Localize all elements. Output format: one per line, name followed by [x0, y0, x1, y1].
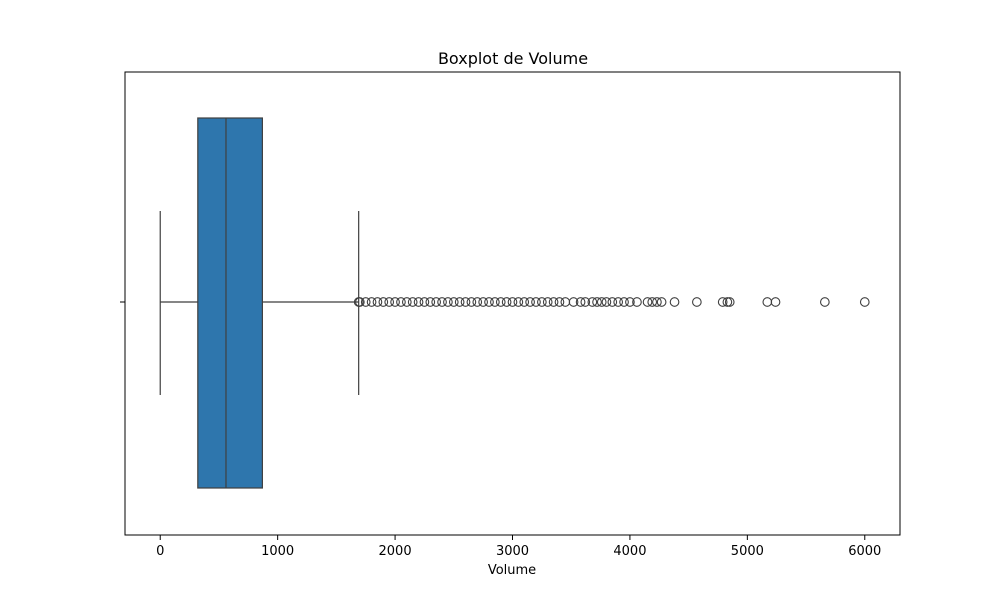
- x-axis-ticks: 0 1000 2000 3000 4000 5000 6000: [156, 535, 881, 559]
- outlier-point: [819, 297, 830, 307]
- outlier-point: [513, 297, 524, 307]
- outlier-point: [656, 297, 667, 307]
- x-tick-label: 1000: [261, 544, 294, 559]
- outlier-point: [762, 297, 773, 307]
- outlier-point: [722, 297, 733, 307]
- outlier-point: [519, 297, 530, 307]
- outlier-point: [669, 297, 680, 307]
- x-tick-label: 2000: [379, 544, 412, 559]
- outlier-point: [692, 297, 702, 307]
- outlier-point: [596, 297, 607, 307]
- outlier-point: [542, 297, 553, 307]
- outlier-point: [378, 297, 389, 307]
- x-tick-label: 5000: [731, 544, 764, 559]
- outlier-point: [384, 297, 395, 307]
- outlier-point: [587, 297, 598, 307]
- outlier-point: [390, 297, 400, 307]
- outlier-point: [652, 297, 662, 307]
- outlier-point: [531, 297, 541, 307]
- outlier-point: [437, 297, 447, 307]
- outlier-point: [724, 297, 735, 307]
- x-tick-label: 4000: [613, 544, 646, 559]
- outlier-point: [568, 297, 579, 307]
- outlier-point: [580, 297, 591, 307]
- outlier-point: [601, 297, 612, 307]
- outlier-point: [448, 297, 459, 307]
- outlier-point: [575, 297, 586, 307]
- outlier-point: [717, 297, 728, 307]
- chart-title: Boxplot de Volume: [438, 49, 588, 68]
- outlier-point: [360, 297, 371, 307]
- x-tick-label: 3000: [496, 544, 529, 559]
- outlier-point: [560, 297, 571, 307]
- outlier-point: [472, 297, 483, 307]
- x-axis-label: Volume: [488, 563, 536, 578]
- outlier-point: [431, 297, 442, 307]
- outlier-point: [619, 297, 629, 307]
- outlier-point: [490, 297, 500, 307]
- interquartile-box: [197, 117, 263, 489]
- outlier-point: [613, 297, 624, 307]
- outlier-point: [592, 297, 602, 307]
- outlier-point: [647, 297, 658, 307]
- outlier-point: [632, 297, 642, 307]
- outlier-point: [354, 297, 365, 307]
- outlier-point: [419, 297, 430, 307]
- outlier-point: [401, 297, 412, 307]
- outlier-point: [484, 297, 494, 307]
- outlier-point: [396, 297, 406, 307]
- outlier-point: [372, 297, 383, 307]
- outlier-point: [413, 297, 424, 307]
- outliers-group: [353, 297, 870, 307]
- outlier-point: [607, 297, 618, 307]
- outlier-point: [554, 297, 565, 307]
- outlier-point: [625, 297, 635, 307]
- outlier-point: [501, 297, 512, 307]
- outlier-point: [443, 297, 453, 307]
- outlier-point: [454, 297, 465, 307]
- x-tick-label: 0: [156, 544, 164, 559]
- outlier-point: [770, 297, 781, 307]
- outlier-point: [525, 297, 535, 307]
- outlier-point: [478, 297, 488, 307]
- outlier-point: [548, 297, 559, 307]
- outlier-point: [859, 297, 870, 307]
- outlier-point: [407, 297, 418, 307]
- outlier-point: [642, 297, 653, 307]
- outlier-point: [537, 297, 547, 307]
- box-group: [159, 117, 360, 489]
- outlier-point: [425, 297, 436, 307]
- outlier-point: [507, 297, 518, 307]
- outlier-point: [495, 297, 506, 307]
- outlier-point: [460, 297, 471, 307]
- outlier-point: [366, 297, 377, 307]
- outlier-point: [466, 297, 477, 307]
- x-tick-label: 6000: [848, 544, 881, 559]
